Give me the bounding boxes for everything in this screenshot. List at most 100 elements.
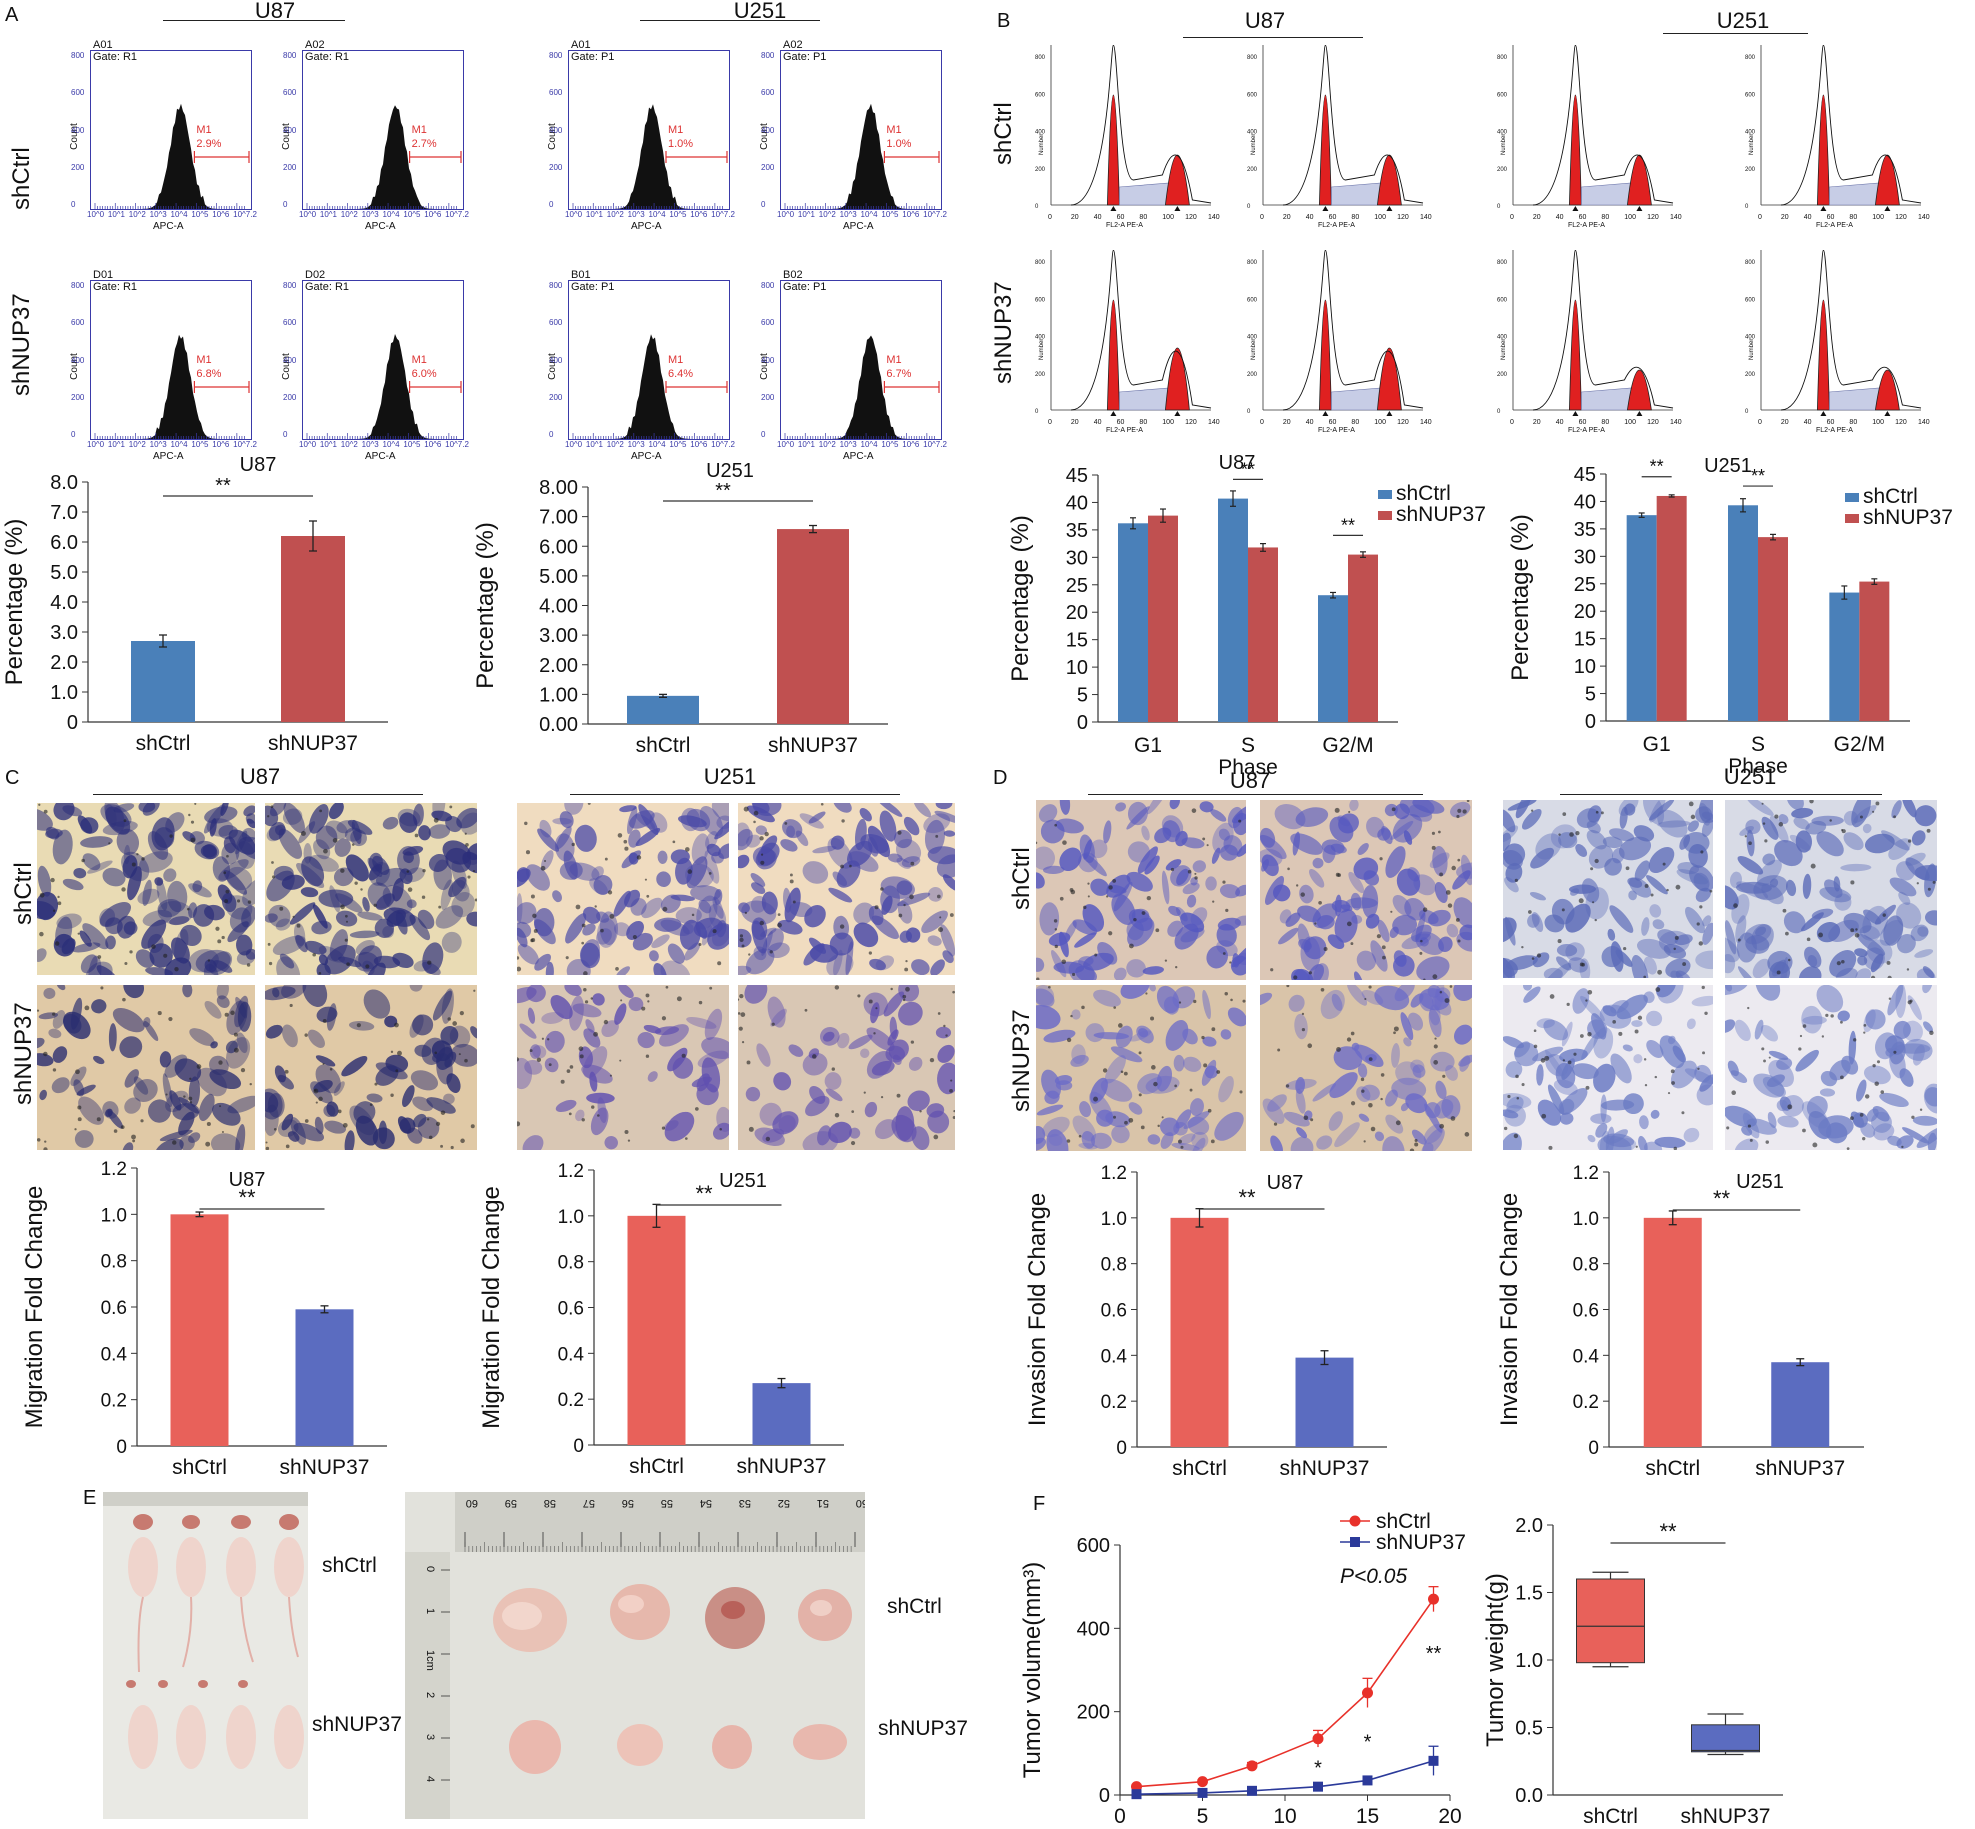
pore-dot [1587,989,1593,995]
pore-dot [905,986,910,992]
x-tick-label: 10^7.2 [233,440,257,449]
y-tick-label: 400 [283,355,297,365]
cell-blob [1329,1072,1358,1099]
pore-dot [1447,903,1453,908]
cell-blob [664,1111,695,1142]
photo-svg [1503,800,1713,978]
cell-blob [755,825,768,835]
pore-dot [646,894,650,898]
cell-blob [278,828,303,859]
cell-blob [1393,950,1407,967]
x-tick-label: 20 [1781,419,1789,426]
cell-blob [649,950,659,962]
sample-gate: Gate: P1 [571,281,615,293]
cell-blob [1053,961,1085,974]
pore-dot [267,815,270,818]
pore-dot [351,843,355,846]
pore-dot [406,870,410,873]
cell-blob [113,803,135,813]
y-tick-label: 200 [283,392,297,402]
x-tick-label: 120 [1397,214,1409,221]
cell-blob [1100,1078,1133,1102]
cell-blob [399,812,418,833]
histogram-x-ticks: 10^0 10^1 10^2 10^3 10^4 10^5 10^6 10^7.2 [87,210,257,219]
pore-dot [1513,1133,1519,1139]
pore-dot [1462,809,1467,814]
cell-blob [837,1032,850,1049]
pore-dot [1919,1108,1923,1111]
cell-blob [716,1106,729,1132]
cell-blob [1217,917,1241,931]
cell-blob [1745,935,1770,954]
pore-dot [1318,900,1322,905]
data-point [1313,1781,1323,1792]
pore-dot [1296,884,1299,887]
cell-blob [1419,937,1429,947]
cell-blob [1586,829,1607,850]
pore-dot [1747,1006,1750,1010]
cell-blob [1739,826,1754,836]
cell-blob [822,1031,835,1042]
cell-blob [654,1026,680,1036]
cell-blob [887,1029,899,1046]
cell-blob [672,1056,694,1079]
gate-marker-label: M1 [412,124,427,136]
pore-dot [1637,1015,1643,1020]
pore-dot [623,839,628,844]
x-tick-label: 60 [1329,214,1337,221]
cell-blob [363,989,391,1019]
cell-blob [1914,949,1934,958]
cell-blob [1532,1046,1564,1062]
pore-dot [619,1059,622,1062]
cell-blob [1453,985,1472,1002]
y-tick-label: 0.6 [1573,1301,1599,1322]
x-tick-label: 20 [1533,419,1541,426]
cell-blob [1220,1029,1232,1040]
legend-label: shNUP37 [1863,506,1953,529]
cell-blob [349,930,380,939]
cell-blob [1811,908,1834,919]
pore-dot [603,1019,609,1025]
y-tick-label: 600 [1745,297,1756,303]
pore-dot [784,821,788,825]
cell-blob [1145,1075,1180,1094]
cell-blob [226,866,253,891]
ruler-label: 1cm [424,1650,436,1671]
pore-dot [233,1032,238,1037]
cell-blob [357,911,383,921]
y-tick-label: 800 [71,51,85,60]
x-tick-label: 60 [1117,214,1125,221]
cell-blob [1879,919,1904,946]
pore-dot [1927,887,1931,891]
stained-cells-photo [1036,985,1246,1151]
pore-dot [578,1046,584,1052]
pore-dot [1681,1111,1685,1115]
cell-blob [282,808,303,825]
cell-blob [1211,847,1221,864]
pore-dot [1785,931,1789,936]
pore-dot [1830,1014,1834,1018]
pore-dot [717,961,722,966]
series-line [1136,1760,1434,1795]
cell-blob [1044,1090,1060,1105]
cell-blob [37,1053,54,1067]
panel-a-u87-rule [163,20,345,21]
gate-percentage: 1.0% [668,138,693,150]
mouse-group-ctrl [128,1514,304,1673]
bar [1728,505,1758,721]
y-tick-label: 0.8 [1573,1255,1599,1276]
cell-blob [63,1011,91,1040]
cell-blob [1895,985,1907,1019]
pore-dot [1635,1145,1638,1148]
cell-blob [1036,846,1055,870]
cell-blob [418,825,431,841]
data-point [1197,1787,1208,1798]
pore-dot [1514,878,1518,883]
x-tick-label: 20 [1283,419,1291,426]
cell-blob [1453,1024,1472,1045]
cell-blob [116,828,140,856]
cell-blob [1231,802,1246,824]
x-tick-label: 20 [1781,214,1789,221]
peak-marker [1110,206,1117,211]
pore-dot [190,837,196,843]
